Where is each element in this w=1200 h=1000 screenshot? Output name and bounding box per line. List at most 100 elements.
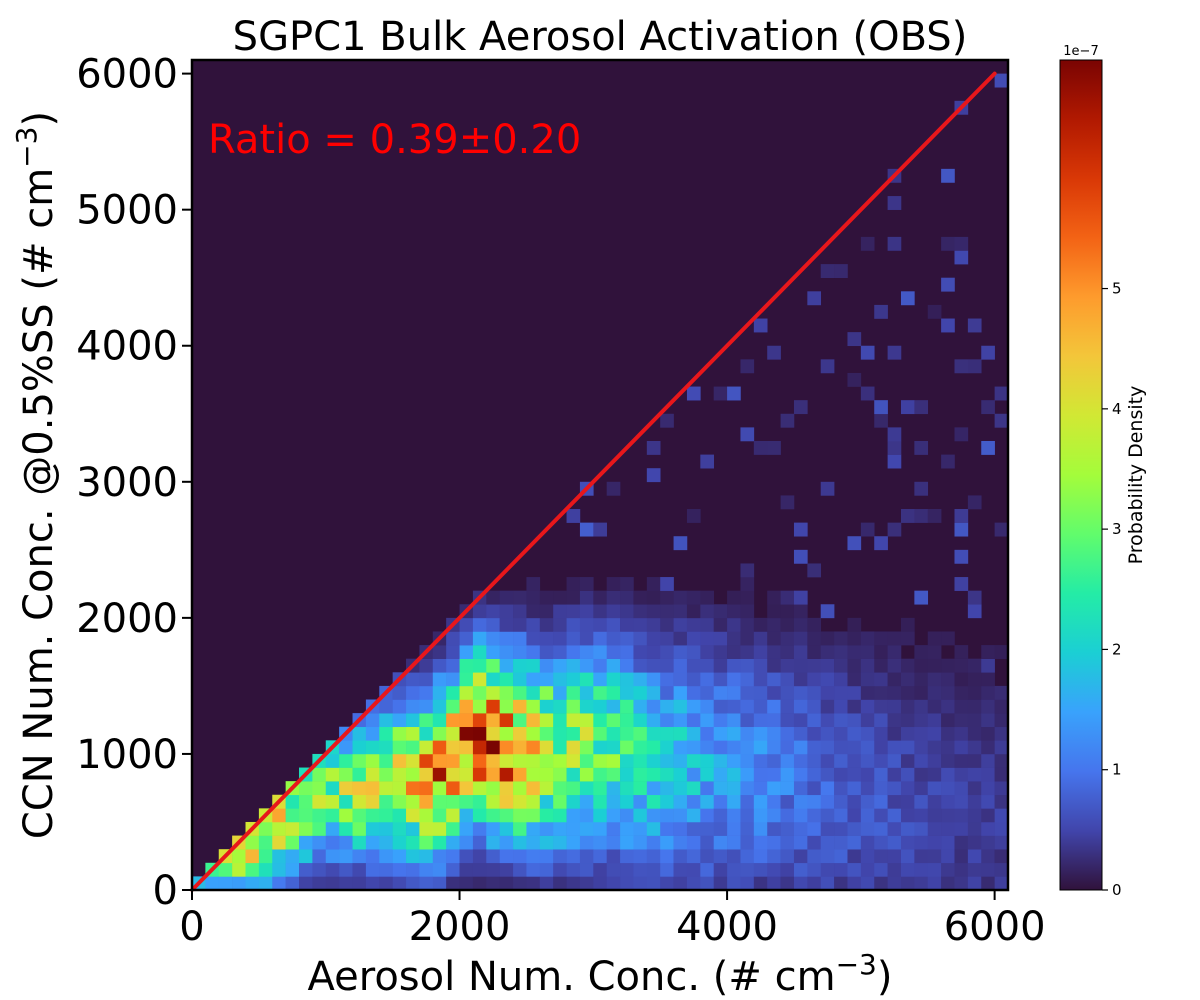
heatmap-cell — [553, 876, 567, 890]
heatmap-cell — [954, 753, 969, 768]
heatmap-cell — [834, 740, 848, 755]
heatmap-cell — [325, 821, 340, 836]
heatmap-cell — [526, 699, 541, 714]
heatmap-cell — [392, 862, 407, 877]
heatmap-cell — [553, 590, 567, 605]
heatmap-cell — [646, 699, 661, 714]
x-axis-label-tail: ) — [877, 954, 893, 1000]
heatmap-cell — [941, 236, 955, 251]
heatmap-cell — [793, 590, 808, 605]
heatmap-cell — [673, 590, 688, 605]
heatmap-cell — [740, 672, 755, 687]
heatmap-cell — [606, 699, 621, 714]
heatmap-cell — [579, 604, 594, 619]
heatmap-cell — [539, 726, 554, 741]
heatmap-cell — [686, 631, 701, 646]
heatmap-cell — [967, 318, 982, 333]
heatmap-cell — [258, 835, 273, 850]
heatmap-cell — [459, 862, 474, 877]
heatmap-cell — [740, 617, 755, 632]
heatmap-cell — [232, 876, 246, 890]
heatmap-cell — [713, 617, 728, 632]
heatmap-cell — [927, 835, 942, 850]
heatmap-cell — [767, 849, 781, 864]
heatmap-cell — [419, 876, 434, 890]
heatmap-cell — [834, 645, 848, 659]
heatmap-cell — [312, 862, 327, 877]
heatmap-cell — [365, 821, 380, 836]
heatmap-cell — [406, 753, 420, 768]
heatmap-cell — [352, 740, 367, 755]
heatmap-cell — [673, 781, 688, 796]
heatmap-cell — [499, 862, 514, 877]
heatmap-cell — [526, 794, 541, 809]
heatmap-cell — [887, 196, 902, 210]
heatmap-cell — [820, 359, 835, 374]
heatmap-cell — [780, 495, 795, 510]
y-axis-label-tail: ) — [16, 111, 62, 127]
heatmap-cell — [646, 672, 661, 687]
heatmap-cell — [365, 740, 380, 755]
heatmap-cell — [566, 604, 581, 619]
heatmap-cell — [459, 685, 474, 700]
heatmap-cell — [874, 781, 888, 796]
heatmap-cell — [686, 726, 701, 741]
heatmap-cell — [379, 876, 393, 890]
heatmap-cell — [620, 631, 634, 646]
heatmap-cell — [914, 808, 929, 823]
heatmap-cell — [994, 73, 1008, 88]
heatmap-cell — [994, 522, 1008, 537]
heatmap-cell — [446, 740, 460, 755]
heatmap-cell — [633, 849, 648, 864]
heatmap-cell — [579, 522, 594, 537]
heatmap-cell — [700, 658, 715, 673]
heatmap-cell — [740, 577, 755, 591]
heatmap-cell — [285, 862, 300, 877]
heatmap-cell — [392, 849, 407, 864]
heatmap-cell — [459, 645, 474, 659]
heatmap-cell — [780, 726, 795, 741]
heatmap-cell — [606, 862, 621, 877]
heatmap-cell — [967, 794, 982, 809]
heatmap-cell — [472, 672, 487, 687]
heatmap-cell — [807, 291, 822, 306]
heatmap-cell — [392, 821, 407, 836]
heatmap-cell — [860, 699, 875, 714]
heatmap-cell — [740, 821, 755, 836]
heatmap-cell — [820, 794, 835, 809]
heatmap-cell — [446, 821, 460, 836]
heatmap-cell — [526, 862, 541, 877]
heatmap-cell — [847, 645, 862, 659]
heatmap-cell — [620, 577, 634, 591]
heatmap-cell — [499, 699, 514, 714]
heatmap-cell — [553, 767, 567, 782]
heatmap-cell — [780, 685, 795, 700]
heatmap-cell — [727, 645, 741, 659]
heatmap-cell — [606, 617, 621, 632]
heatmap-cell — [686, 672, 701, 687]
heatmap-cell — [807, 631, 822, 646]
heatmap-cell — [673, 685, 688, 700]
heatmap-cell — [620, 821, 634, 836]
heatmap-cell — [700, 781, 715, 796]
heatmap-cell — [700, 631, 715, 646]
heatmap-cell — [860, 522, 875, 537]
heatmap-cell — [245, 849, 260, 864]
heatmap-cell — [727, 740, 741, 755]
heatmap-cell — [887, 849, 902, 864]
heatmap-cell — [660, 876, 674, 890]
heatmap-cell — [660, 604, 674, 619]
heatmap-cell — [406, 740, 420, 755]
heatmap-cell — [526, 685, 541, 700]
heatmap-cell — [807, 794, 822, 809]
heatmap-cell — [472, 808, 487, 823]
heatmap-cell — [606, 645, 621, 659]
heatmap-cell — [419, 781, 434, 796]
heatmap-cell — [860, 835, 875, 850]
heatmap-cell — [793, 713, 808, 728]
heatmap-cell — [539, 604, 554, 619]
heatmap-cell — [486, 713, 500, 728]
heatmap-cell — [834, 821, 848, 836]
heatmap-cell — [713, 808, 728, 823]
heatmap-cell — [780, 821, 795, 836]
